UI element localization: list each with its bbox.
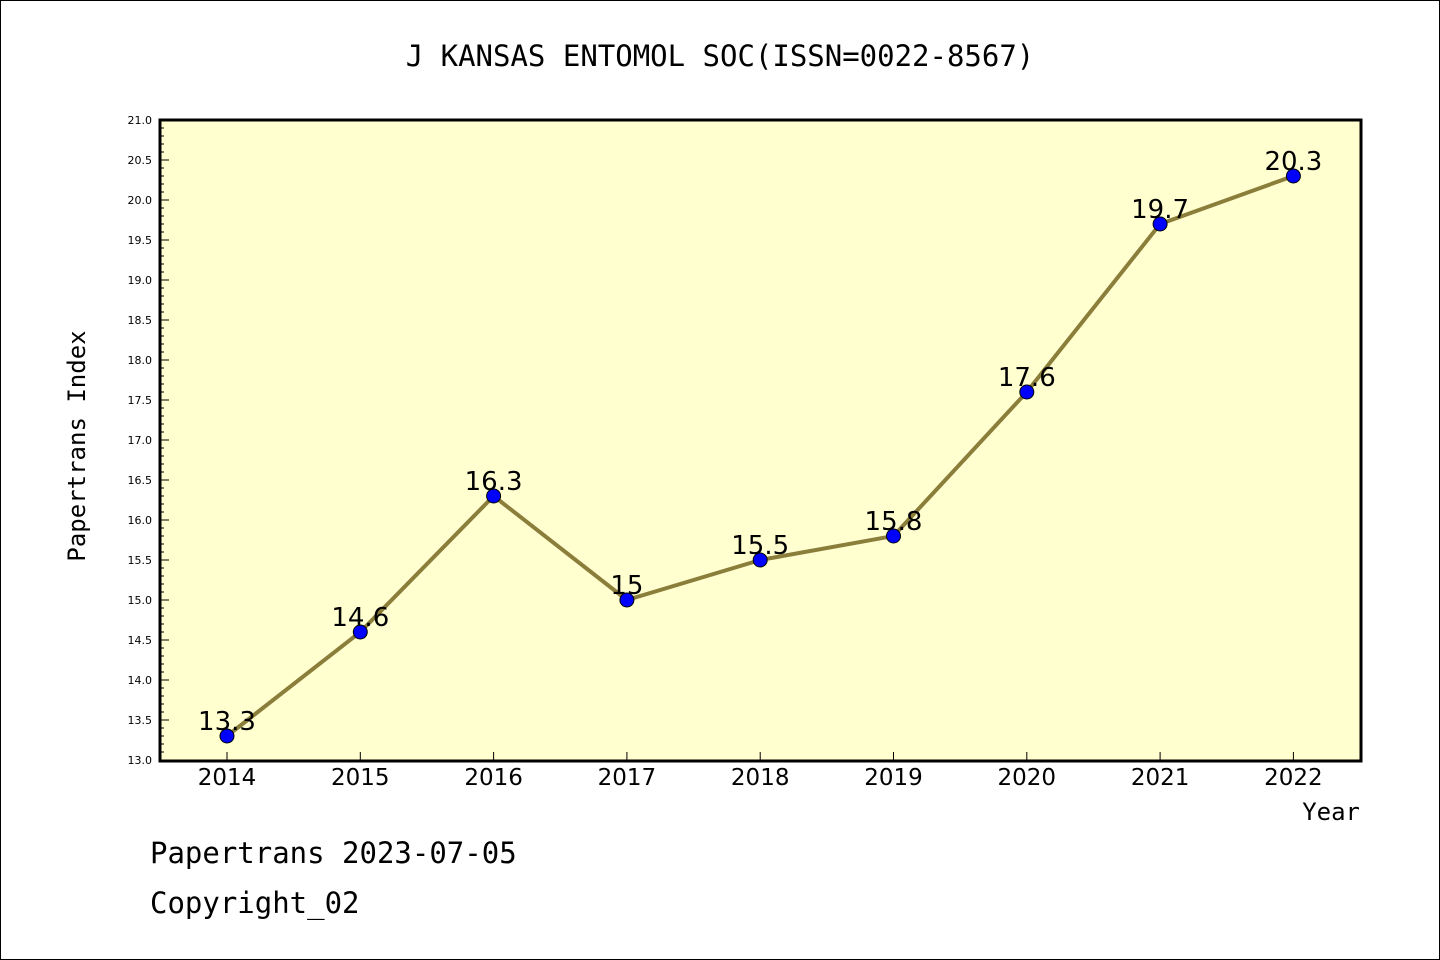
x-tick-label: 2016 [464, 765, 523, 791]
data-labels-group: 13.3 14.6 16.3 15 15.5 15.8 17.6 19.7 20.3 [198, 147, 1322, 737]
data-point [486, 488, 502, 504]
y-tick-label: 20.0 [128, 194, 153, 207]
y-tick-label: 19.5 [128, 234, 153, 247]
data-point [619, 592, 635, 608]
data-label: 17.6 [998, 363, 1056, 393]
data-label: 15.8 [865, 507, 923, 537]
x-axis-label: Year [1302, 798, 1360, 826]
series-points-group [219, 168, 1301, 744]
y-axis-label: Papertrans Index [63, 330, 91, 561]
y-axis: 13.0 13.5 14.0 14.5 15.0 15.5 16.0 16.5 17.0 17.5… [128, 114, 169, 767]
data-point [886, 528, 901, 544]
y-tick-label: 15.0 [128, 594, 153, 607]
y-tick-label: 18.0 [128, 354, 153, 367]
y-tick-label: 14.0 [128, 674, 153, 687]
chart-title: J KANSAS ENTOMOL SOC(ISSN=0022-8567) [406, 39, 1035, 73]
data-label: 20.3 [1264, 147, 1322, 177]
x-tick-label: 2017 [598, 765, 657, 791]
x-tick-label: 2019 [864, 765, 923, 791]
data-point [1285, 168, 1301, 184]
x-tick-label: 2020 [998, 765, 1057, 791]
y-tick-label: 19.0 [128, 274, 153, 287]
y-tick-label: 20.5 [128, 154, 153, 167]
x-tick-label: 2022 [1264, 765, 1323, 791]
data-label: 15 [610, 571, 643, 601]
footer-source: Papertrans 2023-07-05 [150, 836, 517, 870]
data-point [352, 624, 368, 640]
x-tick-label: 2018 [731, 765, 790, 791]
data-label: 15.5 [731, 531, 789, 561]
x-tick-label: 2021 [1131, 765, 1190, 791]
y-tick-label: 15.5 [128, 554, 153, 567]
y-tick-label: 14.5 [128, 634, 153, 647]
y-tick-label: 16.0 [128, 514, 153, 527]
y-tick-label: 17.0 [128, 434, 153, 447]
footer-copyright: Copyright_02 [150, 886, 360, 920]
y-tick-label: 18.5 [128, 314, 153, 327]
y-tick-label: 13.5 [128, 714, 153, 727]
data-label: 16.3 [465, 467, 523, 497]
y-tick-label: 17.5 [128, 394, 153, 407]
x-tick-label: 2015 [331, 765, 390, 791]
data-label: 13.3 [198, 707, 256, 737]
data-point [1019, 384, 1035, 400]
data-label: 19.7 [1131, 195, 1189, 225]
data-point [752, 552, 768, 568]
x-tick-label: 2014 [198, 765, 257, 791]
y-tick-label: 16.5 [128, 474, 153, 487]
y-tick-label: 21.0 [128, 114, 153, 127]
data-label: 14.6 [331, 603, 389, 633]
data-point [219, 728, 235, 744]
y-tick-label: 13.0 [128, 754, 153, 767]
x-axis: 2014 2015 2016 2017 2018 2019 2020 2021 2022 [198, 752, 1323, 791]
data-point [1152, 216, 1168, 232]
